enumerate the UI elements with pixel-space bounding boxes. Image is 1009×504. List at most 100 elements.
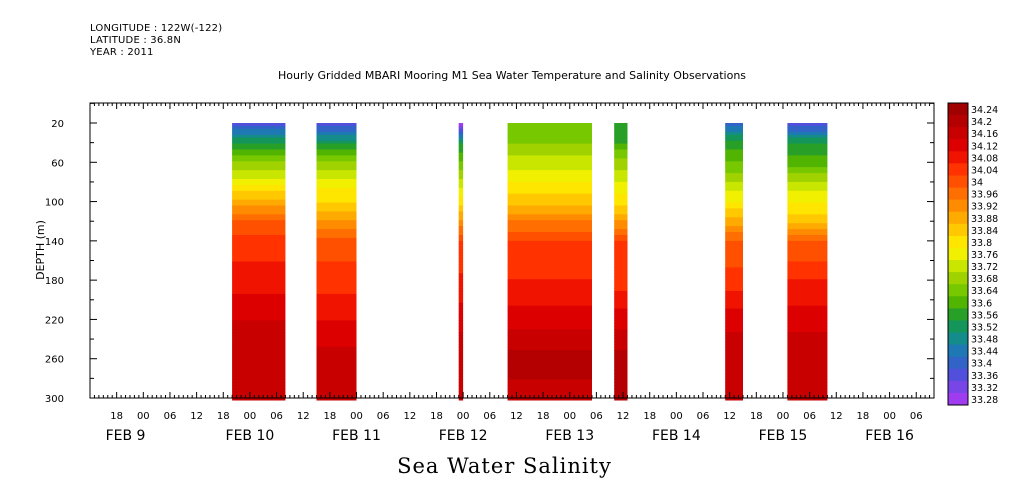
data-cell [725,170,743,174]
data-cell [232,123,286,127]
data-cell [458,237,464,242]
data-cell [507,288,592,292]
data-cell [507,217,592,221]
x-hour-label: 06 [483,411,496,422]
data-cell [725,279,743,283]
data-cell [725,335,743,339]
data-cell [725,125,743,130]
data-cell [232,376,286,380]
data-cell [232,279,286,283]
data-cell [725,258,743,262]
data-cell [725,240,743,245]
data-cell [458,217,464,221]
data-cell [614,346,628,351]
data-cell [507,290,592,295]
data-cell [787,134,828,139]
data-cell [507,226,592,230]
data-cell [614,314,628,318]
data-cell [458,252,464,257]
data-cell [787,205,828,209]
y-axis-label: DEPTH (m) [34,220,47,280]
data-cell [316,397,357,401]
data-cell [232,317,286,321]
data-cell [458,240,464,245]
x-date-label: FEB 15 [759,428,808,444]
data-cell [725,167,743,171]
data-cell [725,302,743,307]
x-hour-label: 06 [590,411,603,422]
data-cell [614,246,628,251]
data-cell [614,290,628,295]
data-cell [316,217,357,221]
data-cell [787,226,828,230]
data-cell [316,146,357,151]
data-block [507,123,592,401]
data-cell [232,261,286,265]
data-cell [507,314,592,318]
data-cell [232,137,286,142]
data-cell [787,285,828,289]
data-cell [316,352,357,357]
data-cell [507,317,592,321]
data-cell [232,346,286,351]
data-cell [458,249,464,254]
data-cell [232,332,286,336]
data-cell [725,187,743,192]
data-cell [232,338,286,342]
data-cell [316,385,357,389]
data-cell [507,364,592,369]
data-cell [316,152,357,156]
data-cell [725,211,743,215]
data-cell [725,293,743,298]
data-cell [458,391,464,395]
data-cell [507,391,592,395]
data-cell [458,352,464,357]
colorbar-label: 34.12 [971,141,998,152]
data-cell [458,285,464,289]
colorbar-swatch [948,115,968,128]
x-hour-label: 18 [750,411,763,422]
colorbar-swatch [948,260,968,273]
data-cell [507,128,592,133]
data-cell [614,329,628,333]
colorbar-label: 33.92 [971,202,998,213]
data-cell [787,123,828,127]
data-cell [507,270,592,274]
colorbar-label: 33.64 [971,286,998,297]
data-cell [614,349,628,354]
data-cell [787,143,828,148]
data-cell [458,276,464,280]
data-cell [787,155,828,159]
data-cell [507,214,592,218]
data-cell [232,299,286,304]
x-hour-label: 06 [910,411,923,422]
data-cell [458,205,464,209]
data-cell [614,367,628,372]
data-cell [458,305,464,310]
data-cell [787,388,828,392]
data-cell [787,152,828,156]
data-cell [787,190,828,195]
data-cell [232,293,286,298]
data-cell [787,125,828,130]
data-cell [614,128,628,133]
data-cell [232,155,286,159]
data-cell [614,146,628,151]
x-axis: 18 00 06 12 18 00 06 12 18 00 06 12 18 00 06 12 18 00 06 12… [89,103,935,444]
data-cell [232,167,286,171]
data-cell [232,226,286,230]
data-cell [316,243,357,248]
data-cell [316,308,357,313]
data-cell [232,246,286,251]
data-cell [507,140,592,145]
data-cell [725,346,743,351]
data-cell [458,199,464,204]
data-cell [316,379,357,383]
data-cell [787,258,828,262]
data-cell [614,308,628,313]
data-cell [232,314,286,318]
data-cell [316,323,357,327]
data-cell [458,370,464,374]
data-cell [316,173,357,177]
data-cell [725,338,743,342]
